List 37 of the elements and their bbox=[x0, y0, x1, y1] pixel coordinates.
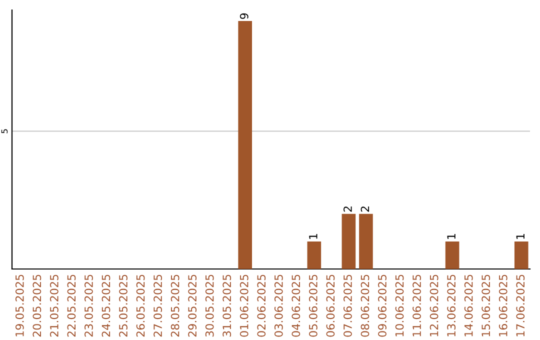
x-tick-label: 31.05.2025 bbox=[222, 274, 232, 337]
x-tick-label: 20.05.2025 bbox=[32, 274, 42, 337]
data-label: 1 bbox=[516, 234, 524, 239]
y-tick-label: 5 bbox=[1, 129, 8, 134]
x-tick-label: 21.05.2025 bbox=[50, 274, 58, 337]
x-tick-label: 26.05.2025 bbox=[136, 274, 145, 337]
data-label: 2 bbox=[344, 206, 352, 212]
x-tick-label: 12.06.2025 bbox=[430, 274, 438, 336]
x-tick-label: 13.06.2025 bbox=[447, 274, 456, 336]
x-tick-label: 02.06.2025 bbox=[257, 274, 266, 337]
x-tick-label: 19.05.2025 bbox=[15, 274, 24, 336]
x-tick-label: 03.06.2025 bbox=[274, 274, 283, 337]
x-tick-label: 06.06.2025 bbox=[326, 274, 335, 337]
x-tick-label: 08.06.2025 bbox=[360, 274, 370, 337]
x-tick-label: 04.06.2025 bbox=[292, 274, 300, 337]
x-tick-label: 25.05.2025 bbox=[119, 274, 128, 337]
x-tick-label: 16.06.2025 bbox=[498, 274, 508, 336]
x-tick-label: 29.05.2025 bbox=[188, 274, 197, 337]
x-tick-label: 24.05.2025 bbox=[102, 274, 110, 337]
data-label: 9 bbox=[240, 13, 248, 19]
x-tick-label: 05.06.2025 bbox=[308, 274, 318, 337]
x-tick-label: 09.06.2025 bbox=[378, 274, 386, 337]
x-tick-label: 17.06.2025 bbox=[516, 274, 525, 336]
x-tick-label: 07.06.2025 bbox=[344, 274, 352, 337]
data-label: 2 bbox=[360, 206, 370, 212]
x-tick-label: 10.06.2025 bbox=[395, 274, 404, 336]
data-label: 1 bbox=[447, 234, 456, 239]
data-label: 1 bbox=[309, 234, 318, 239]
x-tick-label: 23.05.2025 bbox=[84, 274, 93, 337]
x-tick-label: 01.06.2025 bbox=[240, 274, 248, 337]
x-tick-label: 11.06.2025 bbox=[412, 274, 421, 336]
x-tick-label: 30.05.2025 bbox=[205, 274, 214, 337]
x-tick-label: 15.06.2025 bbox=[482, 274, 490, 336]
x-tick-label: 14.06.2025 bbox=[464, 274, 473, 336]
x-tick-label: 22.05.2025 bbox=[67, 274, 76, 337]
x-tick-label: 27.05.2025 bbox=[154, 274, 162, 337]
x-tick-label: 28.05.2025 bbox=[170, 274, 180, 337]
